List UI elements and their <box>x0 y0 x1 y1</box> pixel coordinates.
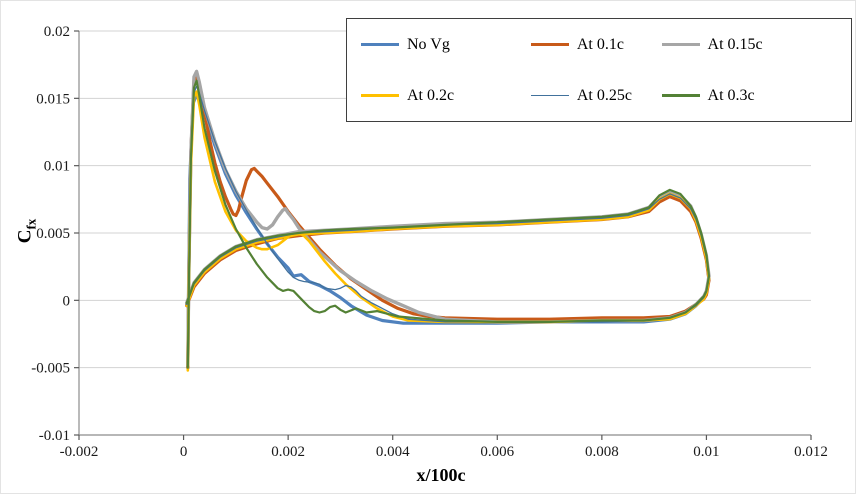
legend-swatch-at-0-2c <box>361 94 399 97</box>
y-axis-title-main: C <box>14 229 36 244</box>
series-line-at-0-3c <box>185 79 711 369</box>
x-axis-title: x/100c <box>416 465 466 485</box>
y-tick-label-0: 0 <box>63 293 71 309</box>
x-tick-label-0.006: 0.006 <box>480 444 514 460</box>
series-line-at-0-2c <box>185 90 711 372</box>
y-tick-label-0.01: 0.01 <box>44 159 70 175</box>
legend-item-at-0-15c: At 0.15c <box>661 35 851 54</box>
legend-label-at-0-2c: At 0.2c <box>407 86 455 104</box>
legend-item-at-0-3c: At 0.3c <box>661 86 851 105</box>
legend-item-at-0-1c: At 0.1c <box>530 35 662 54</box>
legend-item-no-vg: No Vg <box>361 36 531 54</box>
x-tick-label-0: 0 <box>180 444 188 460</box>
legend-item-at-0-2c: At 0.2c <box>361 87 531 105</box>
y-tick-label--0.01: -0.01 <box>39 428 70 444</box>
series-line-no-vg <box>185 93 711 370</box>
y-tick-label-0.02: 0.02 <box>44 24 70 40</box>
legend-label-at-0-3c: At 0.3c <box>707 86 755 104</box>
x-tick-label-0.01: 0.01 <box>693 444 719 460</box>
legend-label-at-0-1c: At 0.1c <box>576 35 624 53</box>
y-axis-title: Cfx <box>15 219 40 244</box>
x-tick-label-0.002: 0.002 <box>271 444 305 460</box>
x-tick-label--0.002: -0.002 <box>60 444 99 460</box>
x-tick-label-0.004: 0.004 <box>376 444 410 460</box>
y-tick-label-0.005: 0.005 <box>36 226 70 242</box>
legend-label-at-0-15c: At 0.15c <box>707 35 763 53</box>
y-tick-label--0.005: -0.005 <box>31 361 70 377</box>
legend-label-at-0-25c: At 0.25c <box>576 86 632 104</box>
legend: No Vg At 0.1c At 0.15c At 0.2c At 0.25c At 0.… <box>346 18 852 122</box>
x-tick-label-0.008: 0.008 <box>585 444 619 460</box>
y-axis-title-sub: fx <box>23 218 39 230</box>
y-tick-label-0.015: 0.015 <box>36 91 70 107</box>
legend-swatch-at-0-1c <box>530 42 569 47</box>
legend-swatch-at-0-15c <box>661 42 700 47</box>
legend-swatch-no-vg <box>361 42 399 47</box>
x-tick-label-0.012: 0.012 <box>794 444 828 460</box>
legend-item-at-0-25c: At 0.25c <box>530 86 662 105</box>
legend-label-no-vg: No Vg <box>407 35 450 53</box>
legend-swatch-at-0-3c <box>661 94 700 97</box>
legend-swatch-at-0-25c <box>530 94 569 97</box>
